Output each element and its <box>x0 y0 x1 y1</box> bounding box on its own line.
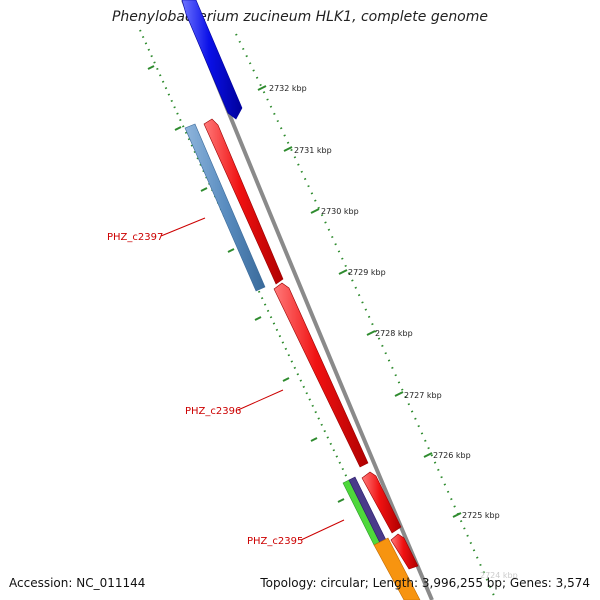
scale-tick <box>338 269 348 275</box>
gene-arrow-red-bottom <box>390 533 419 570</box>
scale-tick <box>366 330 376 336</box>
ruler-label-group: 2732 kbp 2731 kbp 2730 kbp 2729 kbp 2728… <box>269 84 518 580</box>
scale-tick <box>282 377 290 382</box>
ruler-label: 2724 kbp <box>480 571 518 580</box>
scale-tick <box>174 126 182 131</box>
inner-scale-ticks <box>147 65 345 503</box>
inner-scale-line <box>139 29 406 599</box>
outer-scale-line <box>235 33 496 599</box>
ruler-label: 2728 kbp <box>375 329 413 338</box>
gene-label: PHZ_c2397 <box>107 232 163 243</box>
scale-tick <box>423 452 433 458</box>
outer-scale-ticks <box>257 85 462 518</box>
scale-tick <box>310 437 318 442</box>
gene-label-connectors <box>160 217 345 541</box>
scale-tick <box>257 85 267 91</box>
scale-tick <box>283 146 293 152</box>
label-connector <box>300 519 345 541</box>
genome-stats-text: Topology: circular; Length: 3,996,255 bp… <box>260 576 590 590</box>
scale-tick <box>227 248 235 253</box>
ruler-label: 2732 kbp <box>269 84 307 93</box>
gene-arrow-red-upper <box>203 118 284 285</box>
gene-label-group: PHZ_c2397 PHZ_c2396 PHZ_c2395 <box>107 232 303 547</box>
scale-tick <box>147 65 155 70</box>
ruler-label: 2730 kbp <box>321 207 359 216</box>
scale-tick <box>310 208 320 214</box>
gene-block-steel-blue <box>184 123 266 292</box>
gene-label: PHZ_c2396 <box>185 406 241 417</box>
label-connector <box>160 217 206 237</box>
genome-title: Phenylobacterium zucineum HLK1, complete… <box>111 9 489 25</box>
ruler-label: 2725 kbp <box>462 511 500 520</box>
gene-label: PHZ_c2395 <box>247 536 303 547</box>
scale-tick <box>394 391 404 397</box>
accession-text: Accession: NC_011144 <box>9 576 146 590</box>
scale-tick <box>337 498 345 503</box>
gene-block-orange <box>373 537 421 600</box>
ruler-label: 2729 kbp <box>348 268 386 277</box>
gene-arrow-red-lower <box>361 471 402 534</box>
ruler-label: 2726 kbp <box>433 451 471 460</box>
ruler-label: 2731 kbp <box>294 146 332 155</box>
gene-arrow-red-middle <box>273 282 369 468</box>
label-connector <box>237 389 284 411</box>
scale-tick <box>452 512 462 518</box>
scale-tick <box>200 187 208 192</box>
ruler-label: 2727 kbp <box>404 391 442 400</box>
scale-tick <box>254 316 262 321</box>
gene-arrow-blue <box>181 0 243 120</box>
